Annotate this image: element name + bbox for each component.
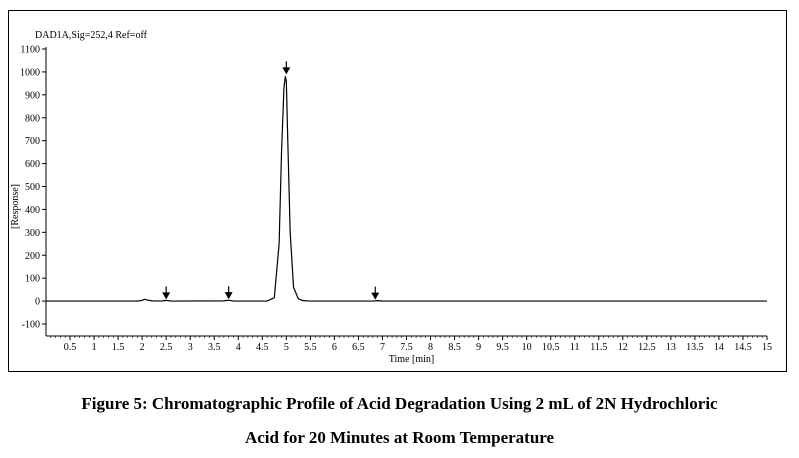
y-tick-label: 0 (35, 297, 40, 308)
peak-marker-head (371, 292, 380, 300)
peak-markers (162, 61, 380, 300)
x-tick-label: 13.5 (686, 342, 704, 353)
x-tick-label: 14.5 (734, 342, 752, 353)
series-group (46, 75, 767, 302)
y-axis-title: [Response] (10, 184, 21, 229)
y-tick-label: 100 (25, 274, 40, 285)
y-tick-label: 500 (25, 182, 40, 193)
peak-marker-arrow (162, 286, 171, 300)
y-tick-label: 700 (25, 136, 40, 147)
x-tick-label: 15 (762, 342, 772, 353)
x-tick-label: 14 (714, 342, 724, 353)
x-tick-label: 4.5 (256, 342, 269, 353)
axes (45, 47, 767, 337)
peak-marker-arrow (282, 61, 291, 75)
x-tick-label: 2 (140, 342, 145, 353)
y-tick-label: 400 (25, 205, 40, 216)
y-axis-ticks: -100 0 100 200 300 400 500 600 700 800 900 1000 1100 (20, 45, 46, 331)
chromatogram-chart: DAD1A,Sig=252,4 Ref=off -100010020030040… (10, 30, 772, 365)
y-tick-label: 800 (25, 113, 40, 124)
chart-frame: DAD1A,Sig=252,4 Ref=off -100 0 100 200 300 40… (8, 10, 787, 372)
x-tick-label: 7 (380, 342, 385, 353)
x-tick-label: 5 (284, 342, 289, 353)
y-tick-label: 900 (25, 90, 40, 101)
y-tick-label: 1000 (20, 67, 40, 78)
x-tick-label: 4 (236, 342, 241, 353)
x-axis-title: Time [min] (389, 354, 434, 365)
x-tick-label: 3 (188, 342, 193, 353)
x-tick-label: 2.5 (160, 342, 173, 353)
x-tick-label: 6 (332, 342, 337, 353)
peak-marker-head (224, 292, 233, 300)
x-tick-label: 8 (428, 342, 433, 353)
signal-label: DAD1A,Sig=252,4 Ref=off (35, 30, 148, 41)
x-tick-label: 1.5 (112, 342, 125, 353)
x-axis-ticks: 0.5 1 1.5 2 2.5 3 3.5 4 4.5 5 5.5 6 6.5 7 7.5 8 8.5 9 9.5 1… (50, 336, 772, 353)
figure-caption-line-1: Figure 5: Chromatographic Profile of Aci… (81, 394, 718, 413)
peak-marker-head (162, 292, 171, 300)
x-tick-label: 11 (570, 342, 580, 353)
y-tick-label: -100 (22, 320, 40, 331)
x-tick-label: 11.5 (590, 342, 607, 353)
x-tick-label: 8.5 (448, 342, 461, 353)
x-tick-label: 5.5 (304, 342, 317, 353)
peak-marker-head (282, 67, 291, 75)
x-tick-label: 13 (666, 342, 676, 353)
y-tick-label: 200 (25, 251, 40, 262)
chromatogram-trace (46, 75, 767, 302)
x-tick-label: 9.5 (496, 342, 509, 353)
figure-caption-line-2: Acid for 20 Minutes at Room Temperature (244, 428, 555, 447)
x-tick-label: 7.5 (400, 342, 413, 353)
x-tick-label: 6.5 (352, 342, 365, 353)
x-tick-label: 10.5 (542, 342, 560, 353)
x-tick-label: 12 (618, 342, 628, 353)
peak-marker-arrow (224, 286, 233, 300)
x-tick-label: 1 (92, 342, 97, 353)
x-tick-label: 0.5 (64, 342, 77, 353)
y-tick-label: 600 (25, 159, 40, 170)
x-tick-label: 12.5 (638, 342, 656, 353)
x-tick-label: 10 (522, 342, 532, 353)
peak-marker-arrow (371, 286, 380, 300)
x-tick-label: 3.5 (208, 342, 221, 353)
y-tick-label: 1100 (20, 45, 40, 56)
y-tick-label: 300 (25, 228, 40, 239)
x-tick-label: 9 (476, 342, 481, 353)
